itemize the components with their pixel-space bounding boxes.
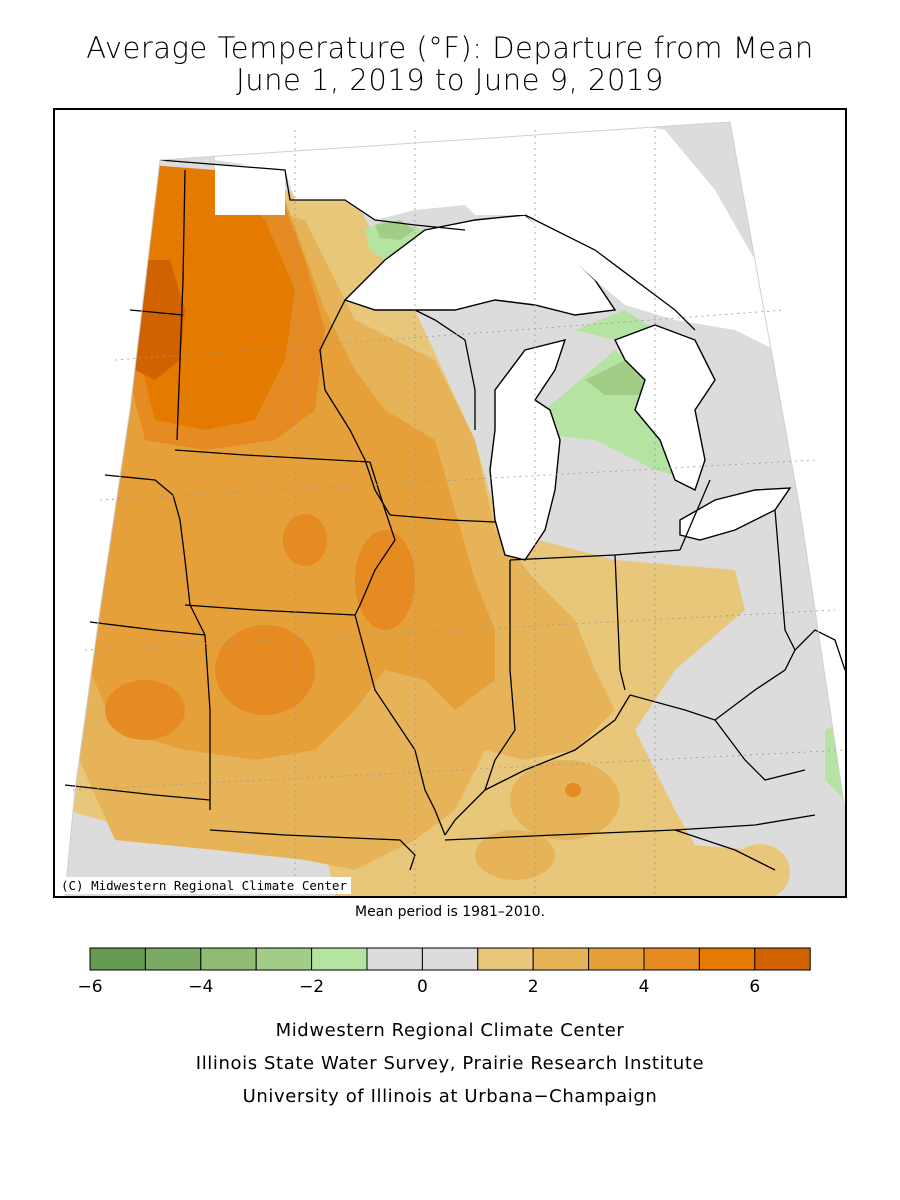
map-copyright: (C) Midwestern Regional Climate Center (57, 877, 351, 894)
legend-swatch (311, 947, 368, 971)
legend-tick-label: −6 (77, 977, 102, 997)
zone-plus-4-to-5-wi (355, 530, 415, 630)
zone-plus-2-to-3-south (510, 760, 620, 840)
credit-line-2: Illinois State Water Survey, Prairie Res… (195, 1053, 705, 1074)
lake-michigan (489, 339, 567, 561)
zone-plus-4-to-5-ky (565, 783, 581, 797)
legend-swatch (588, 947, 645, 971)
canada-north-patch (215, 165, 285, 215)
legend-swatch (698, 947, 756, 971)
legend-swatch (200, 947, 257, 971)
map-title: Average Temperature (°F): Departure from… (86, 31, 814, 65)
zone-plus-2-to-3-ky (475, 830, 555, 880)
legend-swatch (144, 947, 202, 971)
zone-minus-2-to-3-up (375, 220, 415, 240)
legend-swatch (89, 947, 146, 971)
legend-tick-label: −2 (299, 977, 324, 997)
zone-plus-4-to-5-ks (105, 680, 185, 740)
zone-plus-4-to-5-iowa (283, 514, 327, 566)
legend-tick-label: 6 (749, 977, 760, 997)
map-date-range: June 1, 2019 to June 9, 2019 (236, 63, 664, 97)
canada-area (215, 110, 785, 350)
legend-swatch (366, 947, 423, 971)
anomaly-map (64, 110, 845, 896)
credit-line-1: Midwestern Regional Climate Center (275, 1020, 625, 1041)
legend-swatch (421, 947, 479, 971)
credit-line-3: University of Illinois at Urbana−Champai… (242, 1086, 658, 1107)
color-legend: −6 −4 −2 0 2 4 6 (77, 947, 811, 997)
map-panel: (C) Midwestern Regional Climate Center (53, 108, 847, 898)
zone-plus-4-to-5-mo (215, 625, 315, 715)
legend-swatch (643, 947, 700, 971)
zone-plus-1-to-2-se (730, 844, 790, 896)
legend-swatch (477, 947, 534, 971)
legend-tick-label: 2 (528, 977, 539, 997)
map-region-outline (64, 121, 845, 896)
legend-swatch (255, 947, 313, 971)
mean-period-note: Mean period is 1981–2010. (355, 904, 545, 920)
great-lakes (215, 110, 792, 561)
lake-superior (343, 214, 617, 316)
legend-tick-label: 4 (639, 977, 650, 997)
legend-swatch (754, 947, 811, 971)
graticule (72, 130, 845, 896)
zone-minus-1-to-2-mi (545, 350, 695, 480)
lake-huron (614, 324, 716, 491)
legend-swatch (532, 947, 590, 971)
legend-tick-label: −4 (188, 977, 213, 997)
legend-tick-label: 0 (417, 977, 428, 997)
state-boundaries (64, 159, 845, 871)
